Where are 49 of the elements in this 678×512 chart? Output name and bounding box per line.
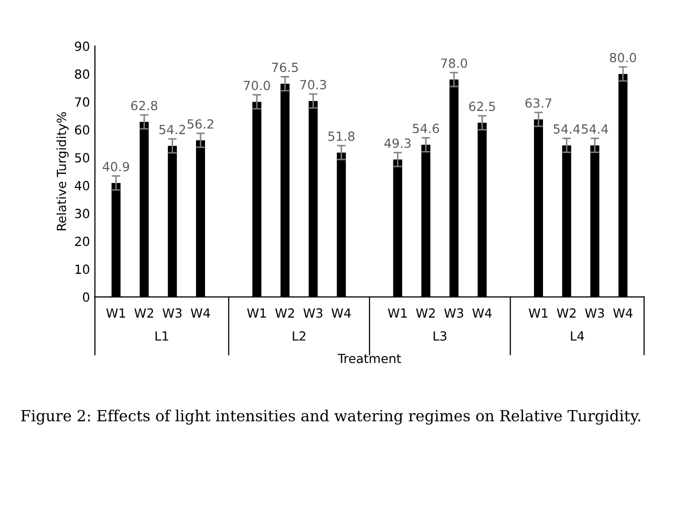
y-tick-label: 50 xyxy=(75,153,90,163)
text: L4 xyxy=(570,331,584,341)
x-tick-label: W2 xyxy=(134,308,154,318)
data-label: 80.0 xyxy=(610,52,636,62)
y-tick-label: 0 xyxy=(82,292,90,302)
x-tick-label: W2 xyxy=(275,308,294,318)
x-tick-label: W3 xyxy=(162,308,182,318)
data-label: 78.0 xyxy=(441,58,468,68)
y-tick-label: 10 xyxy=(76,264,90,274)
data-label: 62.8 xyxy=(131,100,158,110)
data-label: 63.7 xyxy=(525,98,552,108)
y-tick-label: 40 xyxy=(74,180,90,190)
data-label: 40.9 xyxy=(102,162,130,172)
data-label: 56.2 xyxy=(188,119,214,129)
x-tick-label: W3 xyxy=(585,308,604,318)
y-tick-label: 20 xyxy=(75,236,90,246)
data-label: 70.0 xyxy=(244,80,270,90)
x-tick-label: W4 xyxy=(190,308,210,318)
x-tick-label: W3 xyxy=(303,308,322,318)
data-label: 70.3 xyxy=(300,80,326,90)
x-axis-title: Treatment xyxy=(338,354,402,364)
caption: Figure 2: Effects of light intensities and watering regimes on Relative Turgidity. xyxy=(21,410,640,425)
y-tick-label: 30 xyxy=(75,208,90,218)
y-tick-label: 90 xyxy=(74,42,90,52)
x-tick-label: W4 xyxy=(472,308,492,318)
x-tick-label: W1 xyxy=(247,308,266,318)
x-tick-label: W2 xyxy=(416,308,435,318)
data-label: 54.4 xyxy=(582,124,608,134)
x-tick-label: W3 xyxy=(444,308,464,318)
text: L3 xyxy=(434,331,446,341)
x-tick-label: W4 xyxy=(613,308,632,318)
y-tick-label: 60 xyxy=(75,125,90,135)
y-tick-label: 70 xyxy=(75,97,90,107)
data-label: 54.6 xyxy=(412,124,439,134)
x-tick-label: W2 xyxy=(556,308,576,318)
text: L2 xyxy=(292,331,306,341)
text: L1 xyxy=(156,331,168,341)
data-label: 54.4 xyxy=(554,124,580,134)
x-tick-label: W1 xyxy=(528,308,548,318)
data-label: 49.3 xyxy=(384,138,411,148)
x-tick-label: W1 xyxy=(388,308,407,318)
data-label: 54.2 xyxy=(159,124,186,134)
data-label: 62.5 xyxy=(469,102,495,112)
y-axis-title: Relative Turgidity% xyxy=(56,112,69,230)
data-label: 51.8 xyxy=(328,131,354,141)
y-tick-label: 80 xyxy=(75,69,90,79)
x-tick-label: W4 xyxy=(332,308,351,318)
data-label: 76.5 xyxy=(272,62,298,72)
x-tick-label: W1 xyxy=(106,308,126,318)
